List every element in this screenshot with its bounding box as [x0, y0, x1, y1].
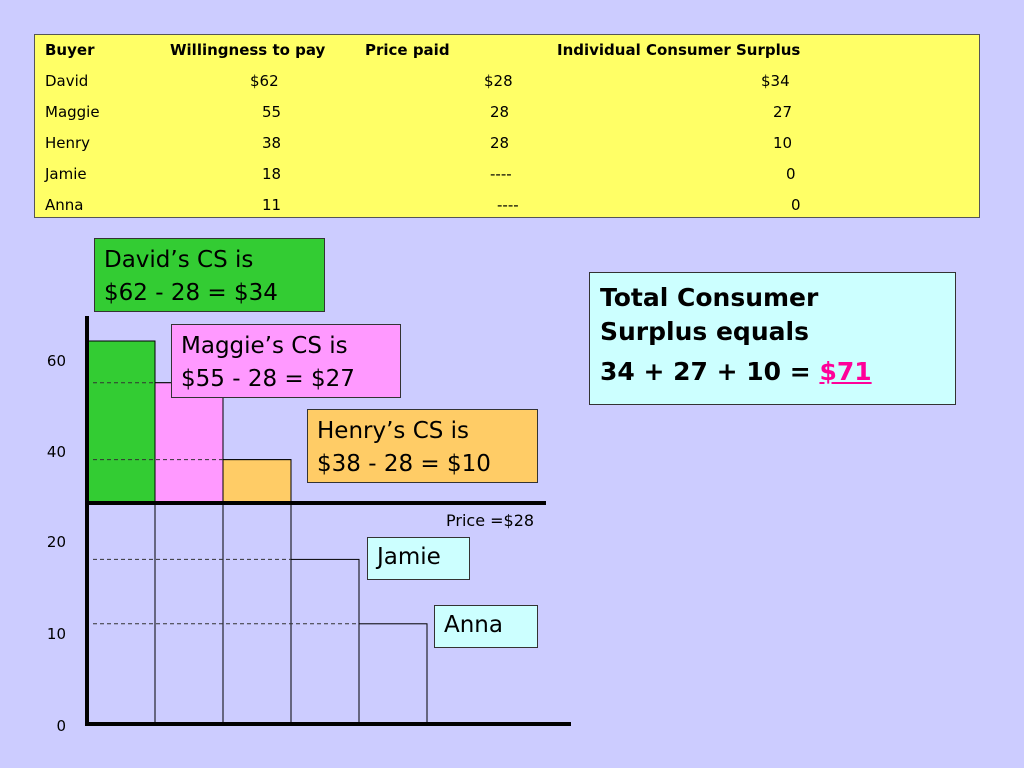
callout-jamie-label: Jamie	[377, 544, 441, 570]
total-amount: $71	[819, 357, 872, 386]
y-tick-label: 0	[56, 717, 66, 735]
callout-henry-line2: $38 - 28 = $10	[317, 451, 491, 477]
cell-price: $28	[484, 72, 513, 90]
callout-jamie: Jamie	[367, 537, 470, 580]
cell-buyer: David	[45, 72, 89, 90]
cell-willingness: 55	[262, 103, 282, 121]
callout-henry: Henry’s CS is $38 - 28 = $10	[307, 409, 538, 483]
y-tick-label: 10	[47, 625, 66, 643]
surplus-table: Buyer Willingness to pay Price paid Indi…	[34, 34, 980, 218]
total-line1: Total Consumer	[600, 283, 819, 312]
bar-jamie	[290, 558, 360, 725]
surplus-area-henry	[222, 459, 292, 504]
surplus-area-david	[86, 340, 156, 504]
cell-willingness: 18	[262, 165, 282, 183]
y-tick-label: 20	[47, 533, 66, 551]
bar-anna	[358, 623, 428, 725]
cell-price: 28	[490, 134, 510, 152]
cell-buyer: Anna	[45, 196, 84, 214]
cell-surplus: 0	[791, 196, 801, 214]
callout-david-line2: $62 - 28 = $34	[104, 280, 278, 306]
price-label: Price =$28	[446, 511, 535, 530]
cell-price: ----	[490, 165, 512, 183]
cell-willingness: $62	[250, 72, 279, 90]
cell-price: 28	[490, 103, 510, 121]
y-tick-label: 40	[47, 443, 66, 461]
callout-anna: Anna	[434, 605, 538, 648]
total-surplus-box: Total Consumer Surplus equals 34 + 27 + …	[589, 272, 956, 405]
cell-buyer: Maggie	[45, 103, 100, 121]
callout-anna-label: Anna	[444, 612, 503, 638]
callout-maggie-line1: Maggie’s CS is	[181, 333, 348, 359]
callout-david: David’s CS is $62 - 28 = $34	[94, 238, 325, 312]
callout-maggie: Maggie’s CS is $55 - 28 = $27	[171, 324, 401, 398]
cell-surplus: 27	[773, 103, 793, 121]
cell-buyer: Henry	[45, 134, 91, 152]
total-equation: 34 + 27 + 10 =	[600, 357, 820, 386]
cell-buyer: Jamie	[45, 165, 87, 183]
cell-price: ----	[497, 196, 519, 214]
cell-surplus: 10	[773, 134, 793, 152]
header-consumer-surplus: Individual Consumer Surplus	[557, 41, 801, 59]
header-willingness: Willingness to pay	[170, 41, 326, 59]
total-line2: Surplus equals	[600, 317, 809, 346]
callout-maggie-line2: $55 - 28 = $27	[181, 366, 355, 392]
callout-henry-line1: Henry’s CS is	[317, 418, 470, 444]
header-buyer: Buyer	[45, 41, 95, 59]
callout-david-line1: David’s CS is	[104, 247, 254, 273]
cell-willingness: 38	[262, 134, 282, 152]
header-price-paid: Price paid	[365, 41, 450, 59]
total-equation-row: 34 + 27 + 10 = $71	[600, 355, 945, 389]
surplus-area-maggie	[154, 382, 224, 504]
cell-surplus: $34	[761, 72, 790, 90]
cell-surplus: 0	[786, 165, 796, 183]
cell-willingness: 11	[262, 196, 282, 214]
y-tick-label: 60	[47, 352, 66, 370]
